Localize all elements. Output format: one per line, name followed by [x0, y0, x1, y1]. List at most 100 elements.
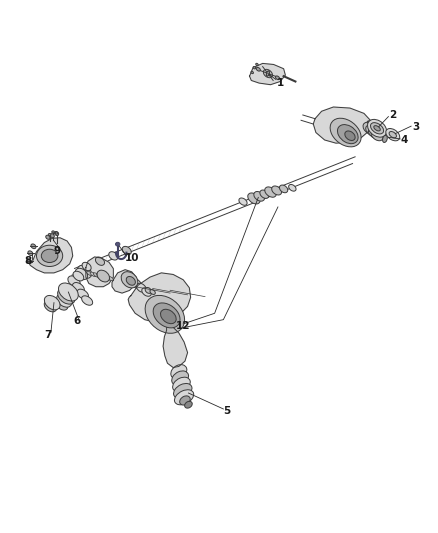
- Polygon shape: [112, 270, 136, 293]
- Ellipse shape: [265, 187, 276, 197]
- Text: 8: 8: [24, 256, 32, 266]
- Text: 1: 1: [276, 78, 284, 88]
- Ellipse shape: [276, 76, 279, 79]
- Ellipse shape: [100, 274, 107, 279]
- Text: 12: 12: [176, 321, 191, 331]
- Ellipse shape: [77, 289, 88, 299]
- Ellipse shape: [78, 265, 92, 278]
- Ellipse shape: [368, 122, 373, 125]
- Ellipse shape: [52, 231, 54, 233]
- Ellipse shape: [82, 262, 91, 271]
- Ellipse shape: [370, 122, 375, 126]
- Ellipse shape: [370, 122, 374, 126]
- Ellipse shape: [81, 296, 93, 305]
- Ellipse shape: [337, 125, 358, 144]
- Ellipse shape: [145, 287, 152, 293]
- Text: 6: 6: [74, 316, 81, 326]
- Text: 10: 10: [125, 253, 140, 263]
- Ellipse shape: [345, 131, 355, 141]
- Ellipse shape: [173, 377, 190, 392]
- Ellipse shape: [371, 130, 383, 141]
- Ellipse shape: [116, 243, 120, 246]
- Polygon shape: [250, 63, 286, 85]
- Ellipse shape: [266, 71, 269, 76]
- Polygon shape: [128, 273, 191, 322]
- Ellipse shape: [55, 232, 58, 234]
- Ellipse shape: [27, 259, 32, 263]
- Ellipse shape: [108, 277, 114, 281]
- Ellipse shape: [367, 121, 372, 125]
- Ellipse shape: [371, 122, 376, 126]
- Ellipse shape: [185, 401, 192, 408]
- Ellipse shape: [48, 233, 51, 236]
- Ellipse shape: [374, 126, 380, 131]
- Ellipse shape: [95, 257, 105, 265]
- Ellipse shape: [260, 190, 269, 198]
- Ellipse shape: [73, 271, 84, 281]
- Ellipse shape: [72, 282, 85, 293]
- Ellipse shape: [369, 122, 374, 125]
- Text: 9: 9: [53, 246, 60, 255]
- Ellipse shape: [109, 252, 118, 260]
- Ellipse shape: [28, 251, 33, 255]
- Ellipse shape: [256, 68, 260, 71]
- Polygon shape: [28, 238, 73, 273]
- Ellipse shape: [87, 271, 93, 276]
- Ellipse shape: [330, 118, 361, 147]
- Ellipse shape: [54, 231, 59, 236]
- Ellipse shape: [173, 383, 192, 398]
- Ellipse shape: [145, 295, 184, 333]
- Ellipse shape: [239, 198, 247, 205]
- Ellipse shape: [59, 283, 78, 301]
- Ellipse shape: [272, 186, 282, 195]
- Ellipse shape: [57, 294, 71, 307]
- Ellipse shape: [121, 272, 138, 288]
- Polygon shape: [86, 257, 113, 287]
- Ellipse shape: [266, 71, 269, 76]
- Ellipse shape: [368, 121, 373, 125]
- Ellipse shape: [180, 396, 190, 405]
- Ellipse shape: [50, 233, 54, 238]
- Ellipse shape: [93, 273, 100, 278]
- Text: 5: 5: [223, 406, 230, 416]
- Ellipse shape: [153, 303, 180, 328]
- Ellipse shape: [136, 283, 146, 292]
- Ellipse shape: [97, 273, 104, 279]
- Ellipse shape: [174, 390, 194, 405]
- Ellipse shape: [371, 122, 376, 126]
- Ellipse shape: [58, 288, 75, 304]
- Ellipse shape: [366, 125, 378, 136]
- Ellipse shape: [75, 268, 88, 280]
- Ellipse shape: [44, 295, 60, 310]
- Ellipse shape: [289, 184, 296, 191]
- Ellipse shape: [57, 300, 68, 310]
- Ellipse shape: [279, 185, 288, 193]
- Ellipse shape: [248, 193, 260, 204]
- Ellipse shape: [126, 277, 135, 285]
- Text: 2: 2: [389, 110, 396, 120]
- Ellipse shape: [256, 63, 258, 66]
- Ellipse shape: [68, 276, 80, 287]
- Ellipse shape: [367, 119, 387, 137]
- Ellipse shape: [44, 301, 57, 312]
- Text: 7: 7: [44, 329, 52, 340]
- Text: 4: 4: [401, 135, 408, 145]
- Ellipse shape: [253, 67, 256, 69]
- Ellipse shape: [36, 245, 63, 266]
- Ellipse shape: [31, 244, 36, 249]
- Polygon shape: [313, 107, 372, 143]
- Ellipse shape: [382, 135, 387, 142]
- Ellipse shape: [251, 71, 254, 74]
- Ellipse shape: [171, 365, 187, 379]
- Ellipse shape: [131, 279, 141, 288]
- Ellipse shape: [150, 289, 155, 294]
- Ellipse shape: [160, 309, 176, 324]
- Ellipse shape: [104, 276, 110, 280]
- Ellipse shape: [172, 371, 188, 385]
- Ellipse shape: [368, 127, 381, 139]
- Ellipse shape: [142, 288, 151, 296]
- Ellipse shape: [389, 132, 396, 138]
- Ellipse shape: [41, 249, 58, 263]
- Ellipse shape: [363, 122, 376, 134]
- Ellipse shape: [90, 272, 96, 277]
